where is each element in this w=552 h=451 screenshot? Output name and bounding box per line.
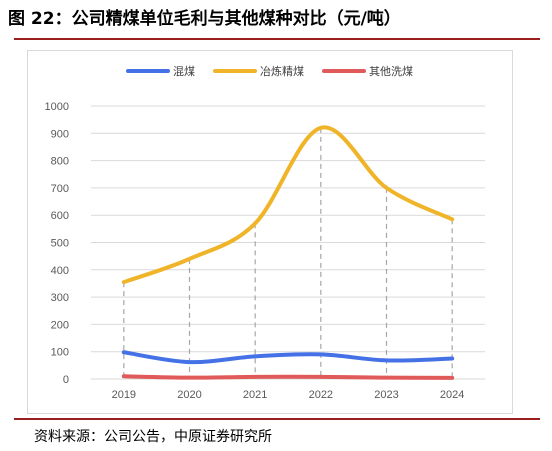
y-tick-label: 800 [51, 156, 69, 168]
chart-frame: 0 100 200 300 400 500 600 700 800 900 1000 2019 2020… [27, 50, 513, 414]
series-line-1 [121, 350, 455, 365]
source-note: 资料来源：公司公告，中原证券研究所 [34, 429, 272, 445]
legend-label-2: 冶炼精煤 [260, 64, 304, 78]
series-line-2 [121, 125, 455, 285]
series-line-3 [121, 374, 455, 380]
line-chart: 0 100 200 300 400 500 600 700 800 900 1000 2019 2020… [45, 64, 485, 401]
legend-label-3: 其他洗煤 [369, 65, 413, 78]
y-tick-label: 0 [63, 374, 69, 386]
y-tick-label: 100 [51, 347, 69, 359]
y-tick-label: 700 [51, 183, 69, 195]
y-tick-label: 500 [51, 238, 69, 250]
x-tick-label: 2019 [112, 389, 136, 401]
x-tick-label: 2021 [243, 389, 267, 401]
y-tick-label: 400 [51, 265, 69, 277]
legend-label-1: 混煤 [173, 65, 195, 78]
x-tick-label: 2024 [440, 389, 464, 401]
y-tick-label: 900 [51, 128, 69, 140]
x-tick-label: 2022 [309, 389, 333, 401]
y-tick-label: 300 [51, 292, 69, 304]
title-divider [14, 38, 540, 40]
source-divider [14, 418, 540, 420]
x-tick-label: 2020 [177, 389, 201, 401]
y-tick-label: 200 [51, 319, 69, 331]
y-tick-label: 600 [51, 210, 69, 222]
y-tick-label: 1000 [45, 101, 69, 113]
x-tick-label: 2023 [374, 389, 398, 401]
figure-title: 图 22：公司精煤单位毛利与其他煤种对比（元/吨） [8, 9, 401, 29]
